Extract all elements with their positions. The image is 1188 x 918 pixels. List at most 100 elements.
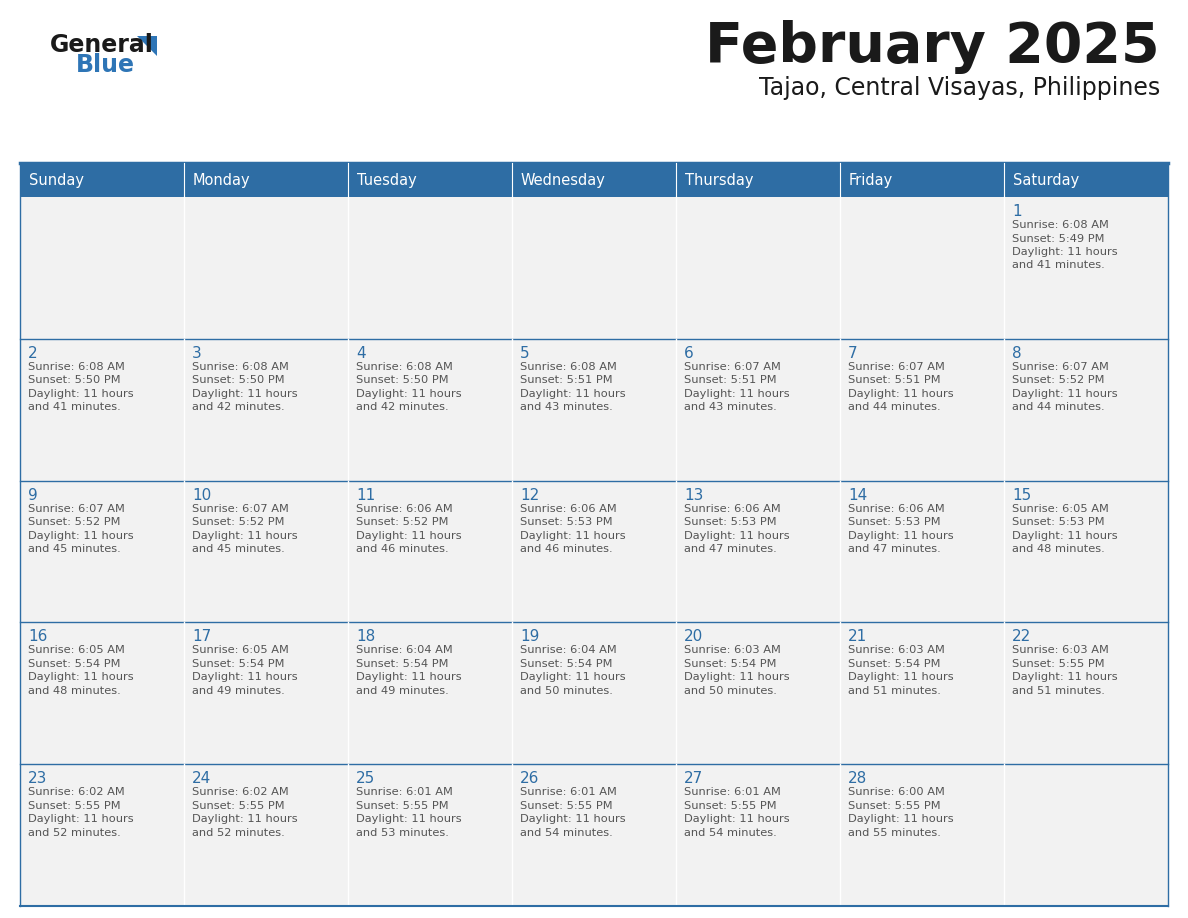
Text: Daylight: 11 hours: Daylight: 11 hours: [1012, 531, 1118, 541]
Text: Sunset: 5:55 PM: Sunset: 5:55 PM: [192, 800, 285, 811]
Bar: [840, 481, 1004, 622]
Text: Daylight: 11 hours: Daylight: 11 hours: [1012, 672, 1118, 682]
Text: 16: 16: [29, 630, 48, 644]
Text: and 52 minutes.: and 52 minutes.: [29, 828, 121, 838]
Text: and 48 minutes.: and 48 minutes.: [29, 686, 121, 696]
Text: 7: 7: [848, 346, 858, 361]
Text: 12: 12: [520, 487, 539, 502]
Text: Daylight: 11 hours: Daylight: 11 hours: [356, 672, 462, 682]
Bar: [184, 197, 348, 339]
Text: 21: 21: [848, 630, 867, 644]
Text: Sunrise: 6:04 AM: Sunrise: 6:04 AM: [520, 645, 617, 655]
Text: Sunrise: 6:05 AM: Sunrise: 6:05 AM: [192, 645, 289, 655]
Text: Daylight: 11 hours: Daylight: 11 hours: [684, 672, 790, 682]
Bar: [840, 197, 1004, 339]
Text: Daylight: 11 hours: Daylight: 11 hours: [848, 814, 954, 824]
Text: General: General: [50, 33, 154, 57]
Bar: [184, 764, 348, 906]
Text: Daylight: 11 hours: Daylight: 11 hours: [356, 814, 462, 824]
Text: and 49 minutes.: and 49 minutes.: [356, 686, 449, 696]
Text: Daylight: 11 hours: Daylight: 11 hours: [192, 531, 298, 541]
Text: 5: 5: [520, 346, 530, 361]
Bar: [512, 163, 676, 197]
Bar: [512, 481, 676, 622]
Text: 3: 3: [192, 346, 202, 361]
Text: Sunset: 5:53 PM: Sunset: 5:53 PM: [520, 517, 613, 527]
Text: and 46 minutes.: and 46 minutes.: [356, 544, 449, 554]
Text: 14: 14: [848, 487, 867, 502]
Text: 1: 1: [1012, 204, 1022, 219]
Text: Sunrise: 6:07 AM: Sunrise: 6:07 AM: [29, 504, 125, 513]
Text: Daylight: 11 hours: Daylight: 11 hours: [356, 389, 462, 398]
Text: Sunset: 5:55 PM: Sunset: 5:55 PM: [356, 800, 449, 811]
Bar: [676, 622, 840, 764]
Text: Sunset: 5:55 PM: Sunset: 5:55 PM: [1012, 659, 1105, 669]
Text: and 54 minutes.: and 54 minutes.: [520, 828, 613, 838]
Text: 2: 2: [29, 346, 38, 361]
Bar: [840, 764, 1004, 906]
Text: and 42 minutes.: and 42 minutes.: [192, 402, 285, 412]
Text: Sunrise: 6:03 AM: Sunrise: 6:03 AM: [848, 645, 944, 655]
Text: 10: 10: [192, 487, 211, 502]
Text: Sunset: 5:51 PM: Sunset: 5:51 PM: [848, 375, 941, 386]
Text: Tajao, Central Visayas, Philippines: Tajao, Central Visayas, Philippines: [759, 76, 1159, 100]
Text: Daylight: 11 hours: Daylight: 11 hours: [1012, 247, 1118, 257]
Text: Sunset: 5:50 PM: Sunset: 5:50 PM: [356, 375, 449, 386]
Text: Sunrise: 6:07 AM: Sunrise: 6:07 AM: [192, 504, 289, 513]
Text: Sunset: 5:52 PM: Sunset: 5:52 PM: [356, 517, 449, 527]
Text: Tuesday: Tuesday: [358, 173, 417, 187]
Text: Daylight: 11 hours: Daylight: 11 hours: [356, 531, 462, 541]
Text: Sunrise: 6:08 AM: Sunrise: 6:08 AM: [29, 362, 125, 372]
Text: Sunrise: 6:07 AM: Sunrise: 6:07 AM: [1012, 362, 1108, 372]
Text: Sunset: 5:50 PM: Sunset: 5:50 PM: [192, 375, 285, 386]
Text: Sunrise: 6:02 AM: Sunrise: 6:02 AM: [29, 788, 125, 797]
Bar: [840, 622, 1004, 764]
Text: Sunset: 5:49 PM: Sunset: 5:49 PM: [1012, 233, 1105, 243]
Text: Daylight: 11 hours: Daylight: 11 hours: [192, 389, 298, 398]
Text: and 43 minutes.: and 43 minutes.: [520, 402, 613, 412]
Bar: [348, 197, 512, 339]
Text: Sunset: 5:53 PM: Sunset: 5:53 PM: [1012, 517, 1105, 527]
Text: and 50 minutes.: and 50 minutes.: [520, 686, 613, 696]
Bar: [184, 622, 348, 764]
Bar: [20, 339, 184, 481]
Text: and 41 minutes.: and 41 minutes.: [29, 402, 121, 412]
Text: and 45 minutes.: and 45 minutes.: [29, 544, 121, 554]
Text: Sunset: 5:55 PM: Sunset: 5:55 PM: [684, 800, 777, 811]
Text: 9: 9: [29, 487, 38, 502]
Text: Daylight: 11 hours: Daylight: 11 hours: [684, 814, 790, 824]
Text: Daylight: 11 hours: Daylight: 11 hours: [684, 389, 790, 398]
Text: Sunset: 5:52 PM: Sunset: 5:52 PM: [192, 517, 284, 527]
Bar: [512, 339, 676, 481]
Text: Sunrise: 6:07 AM: Sunrise: 6:07 AM: [848, 362, 944, 372]
Bar: [1004, 339, 1168, 481]
Text: and 41 minutes.: and 41 minutes.: [1012, 261, 1105, 271]
Bar: [20, 481, 184, 622]
Bar: [184, 163, 348, 197]
Text: and 44 minutes.: and 44 minutes.: [848, 402, 941, 412]
Text: Sunrise: 6:02 AM: Sunrise: 6:02 AM: [192, 788, 289, 797]
Text: Sunrise: 6:01 AM: Sunrise: 6:01 AM: [684, 788, 781, 797]
Text: Sunrise: 6:06 AM: Sunrise: 6:06 AM: [356, 504, 453, 513]
Text: Sunset: 5:51 PM: Sunset: 5:51 PM: [684, 375, 777, 386]
Bar: [840, 163, 1004, 197]
Text: Sunset: 5:55 PM: Sunset: 5:55 PM: [520, 800, 613, 811]
Text: 26: 26: [520, 771, 539, 786]
Bar: [348, 163, 512, 197]
Bar: [676, 197, 840, 339]
Bar: [1004, 764, 1168, 906]
Bar: [1004, 622, 1168, 764]
Text: February 2025: February 2025: [706, 20, 1159, 74]
Text: 27: 27: [684, 771, 703, 786]
Text: and 44 minutes.: and 44 minutes.: [1012, 402, 1105, 412]
Text: Daylight: 11 hours: Daylight: 11 hours: [848, 672, 954, 682]
Text: 23: 23: [29, 771, 48, 786]
Bar: [676, 339, 840, 481]
Text: Daylight: 11 hours: Daylight: 11 hours: [520, 814, 626, 824]
Bar: [1004, 481, 1168, 622]
Text: and 48 minutes.: and 48 minutes.: [1012, 544, 1105, 554]
Text: Sunrise: 6:06 AM: Sunrise: 6:06 AM: [520, 504, 617, 513]
Bar: [1004, 197, 1168, 339]
Text: Sunset: 5:52 PM: Sunset: 5:52 PM: [1012, 375, 1105, 386]
Text: and 49 minutes.: and 49 minutes.: [192, 686, 285, 696]
